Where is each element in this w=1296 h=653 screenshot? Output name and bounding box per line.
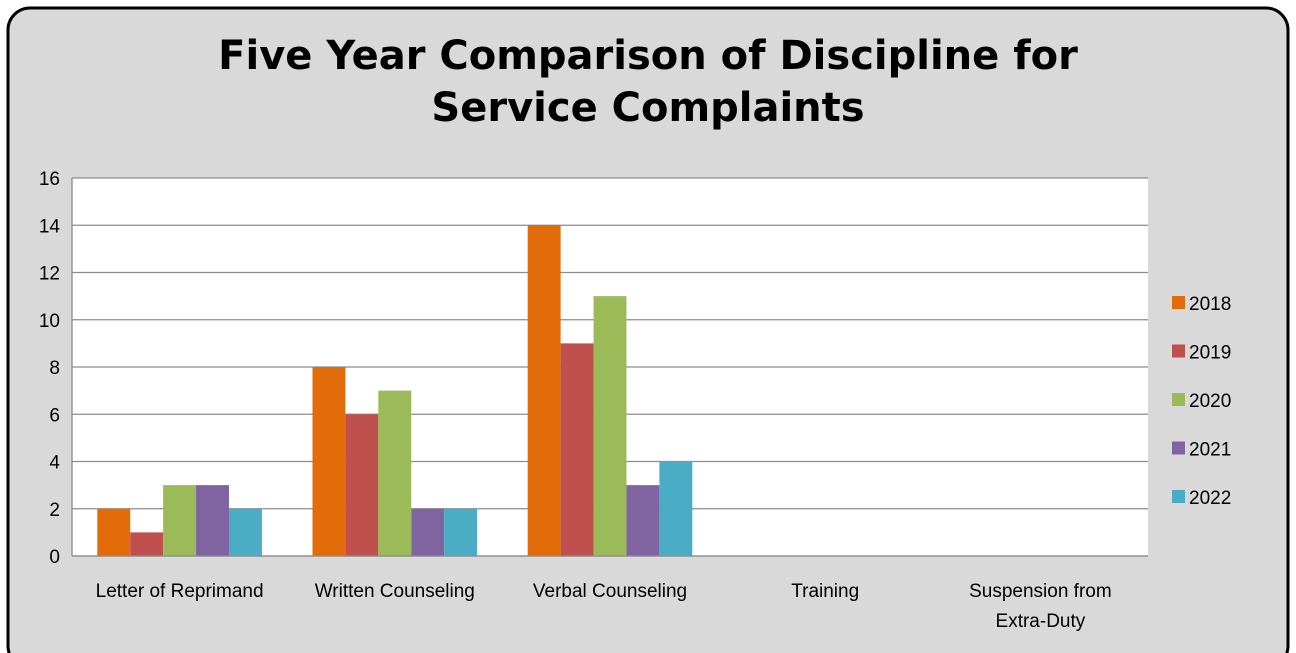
bar <box>312 367 346 556</box>
x-tick-label: Training <box>791 581 859 602</box>
bar <box>228 508 262 556</box>
legend-swatch <box>1172 296 1185 309</box>
legend-label: 2020 <box>1189 391 1231 412</box>
legend-swatch <box>1172 393 1185 406</box>
legend-label: 2019 <box>1189 343 1231 364</box>
legend-label: 2022 <box>1189 488 1231 509</box>
y-tick-label: 8 <box>49 358 60 379</box>
bar <box>626 485 660 556</box>
bar <box>411 508 445 556</box>
y-tick-label: 4 <box>49 453 60 474</box>
legend-swatch <box>1172 441 1185 455</box>
x-tick-label: Written Counseling <box>315 581 475 602</box>
legend-swatch <box>1172 344 1185 358</box>
bar <box>560 343 594 556</box>
legend-swatch <box>1172 490 1185 503</box>
y-tick-label: 16 <box>39 169 60 190</box>
y-tick-label: 6 <box>49 405 60 426</box>
bar <box>593 296 627 556</box>
y-tick-label: 0 <box>49 547 60 568</box>
x-tick-label: Suspension from Extra-Duty <box>969 581 1112 632</box>
x-tick-label: Verbal Counseling <box>533 581 687 602</box>
bar <box>527 225 561 556</box>
bar <box>444 508 478 556</box>
y-tick-label: 14 <box>39 216 61 237</box>
bar <box>659 461 693 556</box>
y-tick-label: 10 <box>39 311 60 332</box>
y-tick-label: 12 <box>39 264 60 285</box>
legend-label: 2021 <box>1189 440 1231 461</box>
chart-title: Five Year Comparison of Discipline for S… <box>218 33 1078 131</box>
bar <box>163 485 197 556</box>
y-tick-label: 2 <box>49 500 60 521</box>
bar <box>130 532 164 556</box>
legend-label: 2018 <box>1189 294 1231 315</box>
bar <box>378 390 412 556</box>
bar <box>345 414 379 556</box>
x-tick-label: Letter of Reprimand <box>96 581 264 602</box>
bar <box>196 485 229 556</box>
bar <box>97 508 131 556</box>
